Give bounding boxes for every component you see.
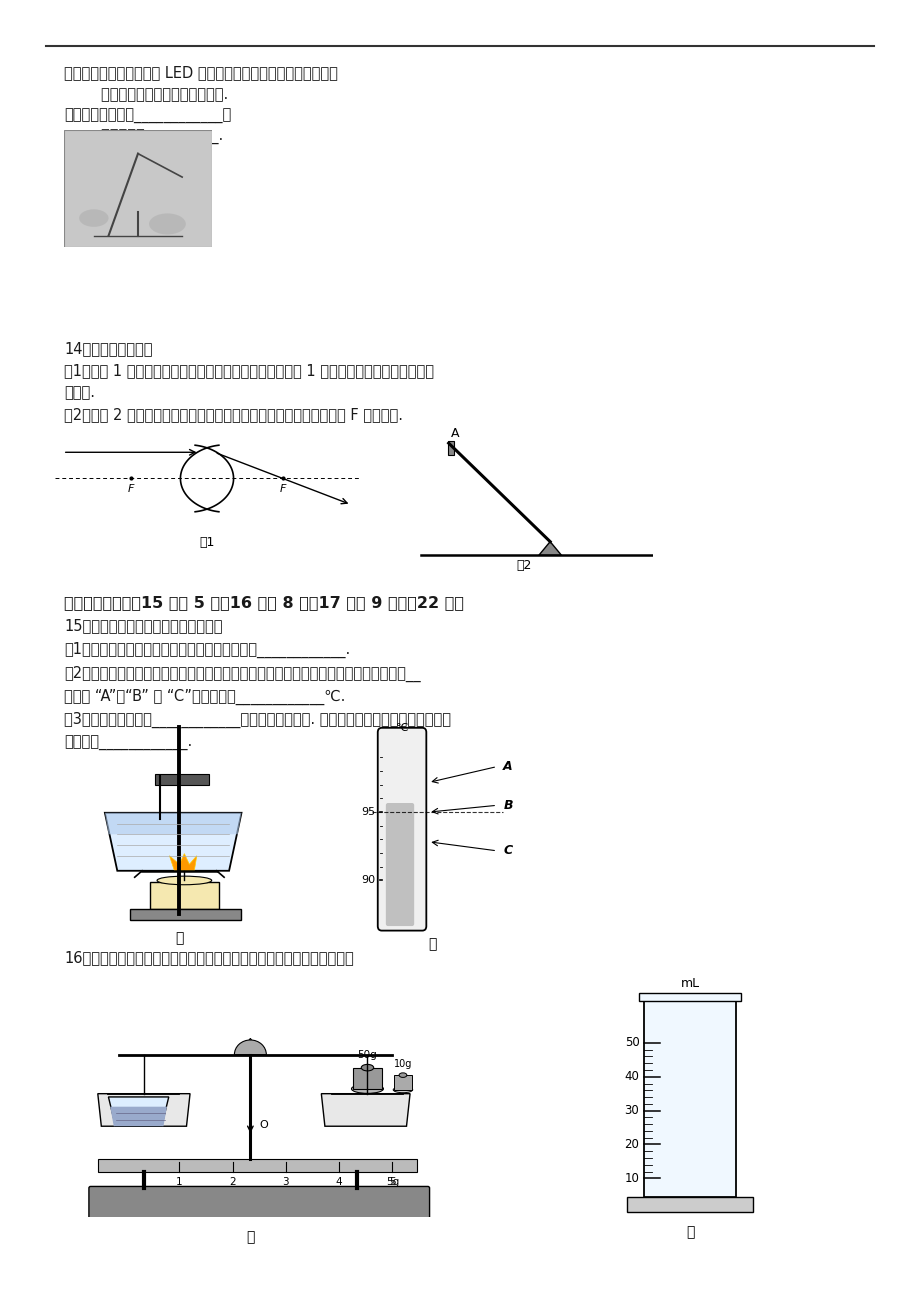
Bar (448, 441, 454, 454)
Text: 1: 1 (176, 1177, 183, 1186)
Bar (150, 819, 159, 828)
Text: A: A (450, 427, 460, 440)
Text: 4: 4 (335, 1177, 342, 1186)
Text: 50g: 50g (357, 1049, 377, 1060)
Text: 5g: 5g (385, 1177, 399, 1186)
Text: （2）如图 2 所示，根据杠杆的平衡条件作出拔钉子时所用的最小动力 F 的示意图.: （2）如图 2 所示，根据杠杆的平衡条件作出拔钉子时所用的最小动力 F 的示意图… (64, 408, 403, 423)
Polygon shape (169, 854, 197, 871)
Text: 甲: 甲 (175, 931, 184, 945)
Text: F: F (128, 483, 134, 493)
Text: 20: 20 (624, 1138, 639, 1151)
Bar (154, 775, 209, 785)
Text: B: B (503, 799, 512, 811)
Bar (643, 1001, 735, 1197)
Text: 95: 95 (361, 807, 375, 818)
Ellipse shape (149, 214, 186, 234)
Text: 甲: 甲 (246, 1230, 255, 1245)
Text: C: C (503, 845, 512, 857)
Bar (130, 910, 241, 921)
Text: 14．完成下列作图：: 14．完成下列作图： (64, 341, 153, 357)
Text: 射光线.: 射光线. (64, 385, 96, 401)
FancyBboxPatch shape (89, 1186, 429, 1219)
Ellipse shape (157, 876, 211, 885)
Text: 16．星宇想知道酱油的密度，于是她和小华用天平和量筒做了如下实验：: 16．星宇想知道酱油的密度，于是她和小华用天平和量筒做了如下实验： (64, 950, 354, 966)
Text: 物理知识：__________.: 物理知识：__________. (64, 130, 223, 146)
Text: 乙: 乙 (427, 937, 437, 952)
Text: ℃: ℃ (395, 723, 408, 733)
Text: （1）如图甲所示，操作错误的是温度计的玻璃泡____________.: （1）如图甲所示，操作错误的是温度计的玻璃泡____________. (64, 642, 350, 658)
Text: （2）他纠正错误后继续实验，某时刻温度计的示数如图乙所示，其中读数方法正确的是__: （2）他纠正错误后继续实验，某时刻温度计的示数如图乙所示，其中读数方法正确的是_… (64, 665, 421, 681)
Text: （1）如图 1 是一条平行于主光轴射出的折射光线，请在图 1 中作出该条折射光线对应的入: （1）如图 1 是一条平行于主光轴射出的折射光线，请在图 1 中作出该条折射光线… (64, 363, 434, 379)
Polygon shape (240, 1039, 261, 1055)
Text: 10g: 10g (393, 1060, 412, 1069)
Text: （选填 “A”、“B” 或 “C”），示数是____________℃.: （选填 “A”、“B” 或 “C”），示数是____________℃. (64, 689, 346, 704)
Text: 图1: 图1 (199, 536, 214, 549)
Text: 图2: 图2 (516, 559, 531, 572)
Text: O: O (259, 1120, 267, 1130)
Text: mL: mL (680, 976, 698, 990)
FancyBboxPatch shape (378, 728, 425, 931)
Polygon shape (105, 812, 242, 871)
Bar (150, 881, 219, 909)
Ellipse shape (399, 1073, 406, 1078)
Text: 作答：物理信息：____________；: 作答：物理信息：____________； (64, 109, 232, 125)
Text: 示例：物理信息：平衡车 LED 灯光颜色可以通过蓝牙由手机设置；: 示例：物理信息：平衡车 LED 灯光颜色可以通过蓝牙由手机设置； (64, 65, 338, 81)
Polygon shape (321, 1094, 410, 1126)
Text: 90: 90 (361, 875, 375, 885)
Text: 10: 10 (624, 1172, 639, 1185)
Ellipse shape (351, 1085, 383, 1094)
Text: 30: 30 (624, 1104, 639, 1117)
Text: 3: 3 (282, 1177, 289, 1186)
Text: 15．小华在探究水的永腾特点实验中：: 15．小华在探究水的永腾特点实验中： (64, 618, 222, 634)
Polygon shape (108, 1096, 168, 1126)
Ellipse shape (79, 210, 108, 227)
Text: 乙: 乙 (685, 1225, 694, 1240)
Text: 三、实验与探究（15 小题 5 分，16 小题 8 分，17 小题 9 分，共22 分）: 三、实验与探究（15 小题 5 分，16 小题 8 分，17 小题 9 分，共2… (64, 595, 464, 611)
Ellipse shape (153, 818, 165, 829)
Text: F: F (279, 483, 286, 493)
Text: A: A (503, 760, 512, 773)
Bar (97, 1159, 416, 1172)
Text: 40: 40 (624, 1070, 639, 1083)
Text: （3）实验中，是通过____________方式增加水的内能. 要缩短加热时间，请写出一种可行: （3）实验中，是通过____________方式增加水的内能. 要缩短加热时间，… (64, 712, 451, 728)
Polygon shape (539, 542, 561, 555)
Text: 50: 50 (624, 1036, 639, 1049)
Text: 5: 5 (389, 1177, 395, 1186)
Bar (353, 1068, 381, 1088)
Polygon shape (97, 1094, 190, 1126)
Ellipse shape (361, 1065, 373, 1070)
Text: 的办法：____________.: 的办法：____________. (64, 736, 192, 751)
Bar (639, 993, 740, 1001)
FancyBboxPatch shape (385, 803, 414, 926)
Bar (626, 1197, 753, 1212)
Ellipse shape (392, 1087, 413, 1092)
Text: 物理知识：电磁波可以传递信息.: 物理知识：电磁波可以传递信息. (64, 87, 229, 103)
Polygon shape (110, 1107, 167, 1126)
Text: 2: 2 (229, 1177, 235, 1186)
Wedge shape (234, 1040, 267, 1055)
Polygon shape (105, 812, 242, 835)
Bar (393, 1075, 412, 1090)
